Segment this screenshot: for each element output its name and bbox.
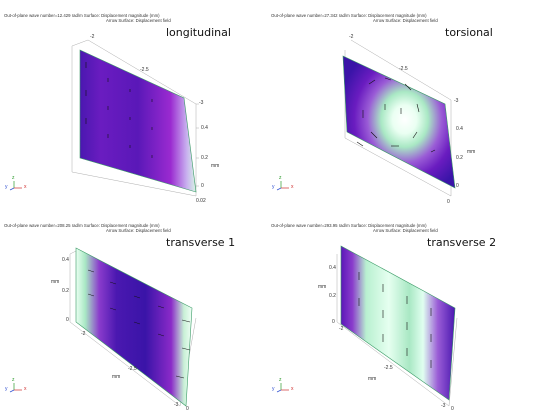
triad-y-label: y	[272, 184, 275, 190]
tick-label: -2	[90, 34, 95, 40]
header-line-1: Out-of-plane wave number=27.342 rad/m Su…	[271, 13, 427, 18]
tick-label: -2.5	[140, 67, 149, 73]
tick-label: 0	[456, 183, 459, 189]
axis-triad	[9, 383, 22, 393]
tick-label: -2.5	[399, 66, 408, 72]
arrow-field	[85, 62, 153, 158]
triad-z-label: z	[12, 377, 15, 383]
axis-unit-label: mm	[112, 374, 121, 380]
panel-header: Out-of-plane wave number=208.25 rad/m Su…	[4, 223, 171, 233]
plot-longitudinal	[71, 39, 199, 197]
header-line-1: Out-of-plane wave number=12.429 rad/m Su…	[4, 13, 160, 18]
tick-label: 0.4	[456, 126, 463, 132]
header-line-2: Arrow Surface: Displacement field	[106, 228, 171, 233]
axis-unit-label: mm	[51, 279, 60, 285]
panel-transverse-2: Out-of-plane wave number=293.95 rad/m Su…	[267, 210, 533, 419]
tick-label: 0.2	[62, 288, 69, 294]
header-line-1: Out-of-plane wave number=208.25 rad/m Su…	[4, 223, 160, 228]
panel-header: Out-of-plane wave number=293.95 rad/m Su…	[271, 223, 438, 233]
plot-transverse-1	[69, 247, 197, 407]
tick-label: 0.2	[329, 293, 336, 299]
triad-y-label: y	[272, 386, 275, 392]
surface-plate	[340, 245, 456, 401]
panel-title: transverse 2	[427, 236, 497, 249]
arrow-field	[87, 269, 191, 379]
panel-title: torsional	[445, 26, 493, 39]
tick-label: 0.02	[196, 198, 206, 204]
tick-label: -3	[454, 98, 459, 104]
triad-x-label: x	[291, 386, 294, 392]
panel-header: Out-of-plane wave number=12.429 rad/m Su…	[4, 13, 171, 23]
triad-x-label: x	[291, 184, 294, 190]
axis-unit-label: mm	[368, 376, 377, 382]
tick-label: 0	[186, 406, 189, 412]
tick-label: -2	[81, 331, 86, 337]
surface-plate	[79, 49, 197, 193]
axis-unit-label: mm	[211, 163, 220, 169]
axis-triad	[9, 181, 22, 191]
tick-label: 0.2	[201, 155, 208, 161]
arrow-field	[358, 272, 432, 368]
header-line-2: Arrow Surface: Displacement field	[106, 18, 171, 23]
triad-y-label: y	[5, 184, 8, 190]
panel-title: transverse 1	[166, 236, 236, 249]
header-line-2: Arrow Surface: Displacement field	[373, 18, 438, 23]
tick-label: -3	[441, 403, 446, 409]
axis-triad	[276, 383, 289, 393]
header-line-1: Out-of-plane wave number=293.95 rad/m Su…	[271, 223, 427, 228]
tick-label: -3	[199, 100, 204, 106]
header-line-2: Arrow Surface: Displacement field	[373, 228, 438, 233]
tick-label: 0	[447, 199, 450, 205]
tick-label: -2	[339, 326, 344, 332]
tick-label: 0	[201, 183, 204, 189]
bounding-box	[71, 39, 197, 197]
triad-z-label: z	[12, 175, 15, 181]
triad-z-label: z	[279, 377, 282, 383]
panel-torsional: Out-of-plane wave number=27.342 rad/m Su…	[267, 0, 533, 209]
tick-label: -3	[174, 402, 179, 408]
bounding-box	[336, 254, 458, 407]
tick-label: 0	[332, 319, 335, 325]
tick-label: 0	[451, 406, 454, 412]
arrow-field	[356, 77, 436, 153]
panel-transverse-1: Out-of-plane wave number=208.25 rad/m Su…	[0, 210, 266, 419]
axis-unit-label: mm	[318, 284, 327, 290]
tick-label: 0.2	[456, 155, 463, 161]
plot-transverse-2	[336, 245, 458, 407]
tick-label: -2	[349, 34, 354, 40]
tick-label: 0	[66, 317, 69, 323]
triad-y-label: y	[5, 386, 8, 392]
triad-x-label: x	[24, 386, 27, 392]
axis-unit-label: mm	[467, 149, 476, 155]
surface-plate	[342, 55, 456, 189]
panel-header: Out-of-plane wave number=27.342 rad/m Su…	[271, 13, 438, 23]
panel-title: longitudinal	[166, 26, 231, 39]
tick-label: 0.4	[201, 125, 208, 131]
tick-label: -2.5	[384, 365, 393, 371]
surface-plate	[75, 247, 193, 407]
triad-x-label: x	[24, 184, 27, 190]
axis-ticks	[196, 103, 199, 187]
tick-label: 0.4	[329, 265, 336, 271]
plot-torsional	[342, 39, 456, 197]
tick-label: -2.5	[128, 366, 137, 372]
axis-triad	[276, 181, 289, 191]
panel-longitudinal: Out-of-plane wave number=12.429 rad/m Su…	[0, 0, 266, 209]
triad-z-label: z	[279, 175, 282, 181]
tick-label: 0.4	[62, 257, 69, 263]
